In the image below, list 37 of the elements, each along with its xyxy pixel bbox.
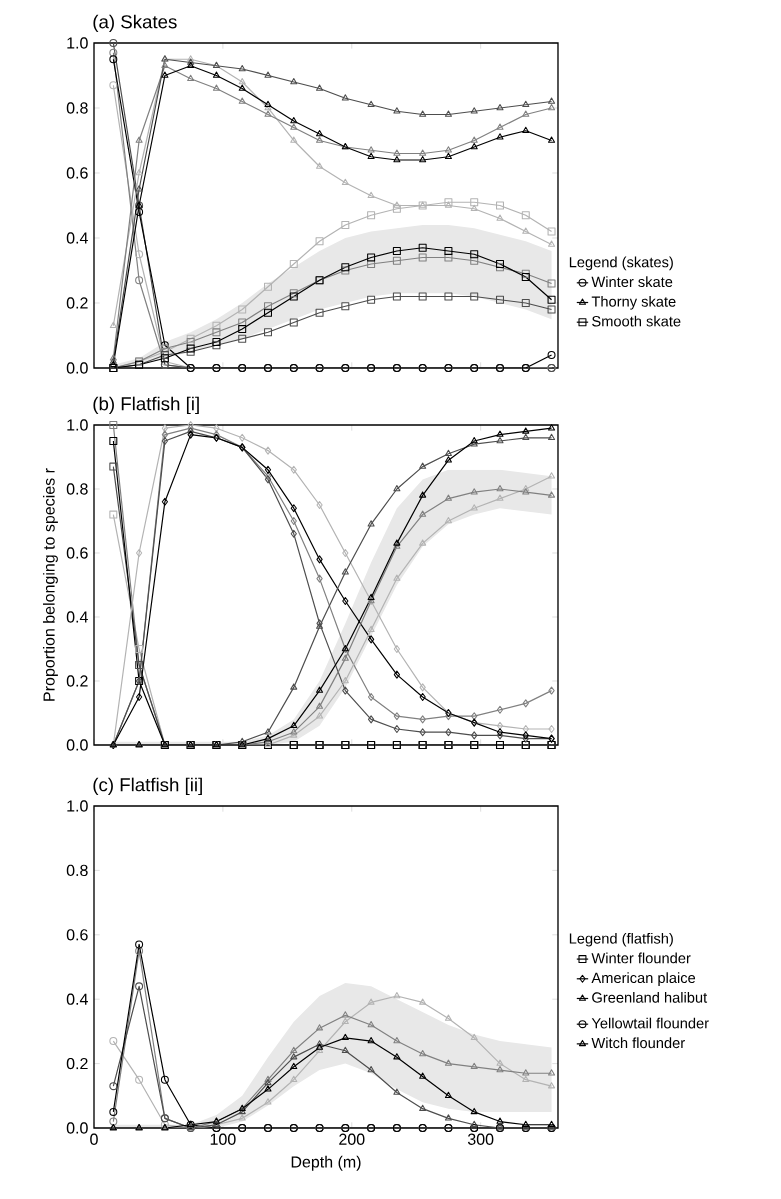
x-tick-label: 200	[339, 1133, 365, 1145]
legend-title: Legend (skates)	[569, 256, 673, 271]
x-tick-label: 0	[90, 1133, 98, 1145]
y-tick-label: 0.4	[66, 232, 88, 244]
y-tick-label: 0.8	[66, 102, 88, 114]
y-tick-label: 0.6	[66, 929, 88, 941]
y-tick-label: 0.0	[66, 1122, 88, 1134]
y-tick-label: 0.8	[66, 483, 88, 495]
x-tick-label: 100	[210, 1133, 236, 1145]
legend-label: Smooth skate	[592, 315, 681, 327]
y-tick-label: 1.0	[67, 37, 88, 49]
legend-label: Yellowtail flounder	[591, 1017, 709, 1029]
legend-label: Thorny skate	[591, 295, 676, 310]
y-tick-label: 0.2	[66, 297, 88, 309]
chart-title: (b) Flatfish [i]	[93, 396, 199, 415]
chart-title: (a) Skates	[93, 14, 177, 33]
y-tick-label: 1.0	[67, 800, 88, 812]
y-tick-label: 0.4	[66, 611, 88, 623]
y-tick-label: 0.2	[66, 1057, 88, 1070]
y-tick-label: 0.0	[66, 739, 88, 751]
legend-label: Greenland halibut	[592, 991, 708, 1003]
legend-label: Winter skate	[591, 276, 673, 288]
legend-title: Legend (flatfish)	[569, 932, 673, 947]
y-tick-label: 0.2	[66, 675, 88, 687]
y-axis-title: Proportion belonging to species r	[42, 468, 58, 701]
x-tick-label: 300	[467, 1133, 494, 1145]
y-tick-label: 0.6	[66, 547, 88, 559]
legend-label: Winter flounder	[591, 952, 691, 964]
y-tick-label: 0.8	[66, 864, 88, 877]
y-tick-label: 0.4	[66, 993, 88, 1005]
y-tick-label: 0.6	[66, 167, 88, 179]
chart-title: (c) Flatfish [ii]	[93, 777, 202, 796]
y-tick-label: 1.0	[67, 419, 88, 431]
legend-label: American plaice	[591, 972, 696, 986]
legend-label: Witch flounder	[591, 1037, 685, 1049]
x-axis-title: Depth (m)	[291, 1155, 361, 1171]
y-tick-label: 0.0	[66, 362, 88, 374]
